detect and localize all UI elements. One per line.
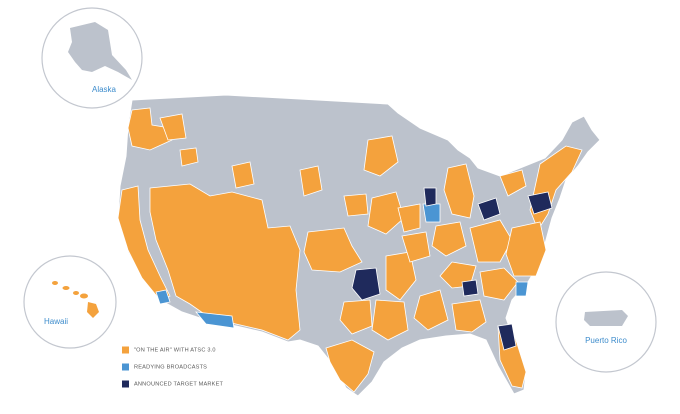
market-region bbox=[299, 165, 323, 197]
market-region bbox=[477, 197, 501, 221]
legend-swatch bbox=[122, 363, 129, 371]
legend-swatch bbox=[122, 346, 129, 354]
market-region bbox=[371, 299, 409, 341]
market-region bbox=[461, 279, 479, 297]
inset-label: Alaska bbox=[92, 85, 117, 94]
inset-label: Hawaii bbox=[44, 317, 68, 326]
market-region bbox=[423, 187, 437, 207]
hawaii-shape bbox=[52, 281, 99, 318]
market-region bbox=[479, 267, 519, 301]
market-region bbox=[469, 219, 513, 263]
market-region bbox=[443, 163, 475, 219]
market-region bbox=[351, 267, 381, 301]
market-region bbox=[159, 113, 187, 141]
market-region bbox=[343, 193, 369, 217]
market-region bbox=[149, 183, 301, 341]
insets: Alaska Hawaii Puerto Rico bbox=[23, 7, 657, 373]
market-region bbox=[179, 147, 199, 167]
legend-label: READYING BROADCASTS bbox=[134, 364, 207, 370]
puerto-rico-circle bbox=[555, 271, 657, 373]
regions bbox=[117, 94, 601, 397]
alaska-shape bbox=[68, 22, 132, 80]
legend-label: ANNOUNCED TARGET MARKET bbox=[134, 381, 224, 387]
market-region bbox=[231, 161, 255, 189]
market-region bbox=[499, 169, 527, 197]
market-region bbox=[497, 323, 517, 351]
market-region bbox=[413, 289, 449, 331]
market-region bbox=[325, 339, 375, 393]
market-region bbox=[529, 145, 583, 231]
market-region bbox=[367, 191, 405, 235]
market-region bbox=[431, 221, 467, 257]
alaska-circle bbox=[41, 7, 143, 109]
market-region bbox=[303, 227, 363, 273]
market-region bbox=[397, 203, 421, 233]
market-region bbox=[422, 203, 441, 223]
market-region bbox=[155, 289, 171, 305]
inset-label: Puerto Rico bbox=[585, 336, 627, 345]
market-region bbox=[451, 299, 487, 333]
market-region bbox=[127, 107, 173, 151]
market-region bbox=[339, 299, 373, 335]
market-region bbox=[527, 191, 553, 215]
hawaii-circle bbox=[23, 255, 117, 349]
market-region bbox=[515, 281, 529, 297]
market-region bbox=[385, 251, 417, 301]
legend-swatch bbox=[122, 380, 129, 388]
legend-label: "ON THE AIR" WITH ATSC 3.0 bbox=[134, 347, 216, 353]
puerto-rico-shape bbox=[584, 310, 628, 326]
market-region bbox=[505, 221, 547, 277]
market-region bbox=[363, 135, 399, 177]
market-region bbox=[117, 185, 171, 301]
market-region bbox=[195, 311, 235, 329]
market-region bbox=[401, 231, 431, 263]
legend: "ON THE AIR" WITH ATSC 3.0 READYING BROAD… bbox=[122, 346, 224, 388]
